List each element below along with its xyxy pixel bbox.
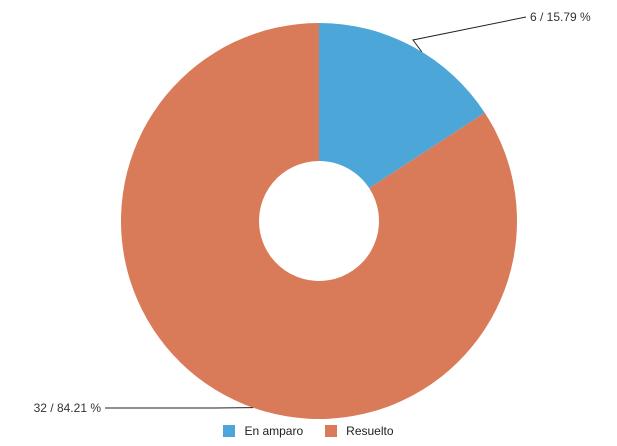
legend-label-resuelto: Resuelto — [346, 424, 393, 438]
legend-swatch-resuelto — [325, 425, 337, 437]
leader-line-en-amparo — [413, 17, 526, 52]
legend-label-en-amparo: En amparo — [244, 424, 303, 438]
legend: En amparo Resuelto — [0, 422, 617, 440]
legend-item-en-amparo[interactable]: En amparo — [223, 424, 303, 438]
data-label-en-amparo: 6 / 15.79 % — [530, 10, 591, 24]
legend-swatch-en-amparo — [223, 425, 235, 437]
data-label-resuelto: 32 / 84.21 % — [34, 401, 102, 415]
legend-item-resuelto[interactable]: Resuelto — [325, 424, 393, 438]
